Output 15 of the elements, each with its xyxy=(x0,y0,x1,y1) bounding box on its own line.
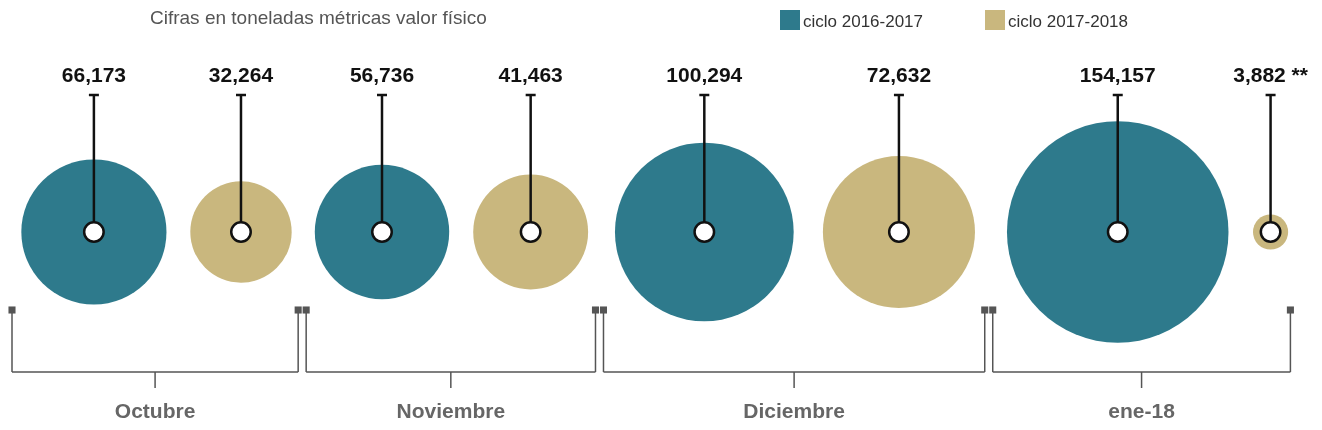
category-label: Noviembre xyxy=(396,399,506,422)
text: Cifras en toneladas métricas valor físico xyxy=(150,7,487,28)
data-label: 3,882 ** xyxy=(1233,63,1309,86)
data-label: 72,632 xyxy=(866,63,932,86)
category-label: Diciembre xyxy=(743,399,845,422)
data-label: 100,294 xyxy=(666,63,743,86)
category-label: ene-18 xyxy=(1108,399,1176,422)
data-label: 154,157 xyxy=(1079,63,1156,86)
legend-label: ciclo 2016-2017 xyxy=(803,12,924,31)
data-label: 32,264 xyxy=(208,63,274,86)
data-label: 56,736 xyxy=(349,63,415,86)
legend-label: ciclo 2017-2018 xyxy=(1008,12,1129,31)
data-label: 41,463 xyxy=(498,63,563,86)
category-label: Octubre xyxy=(114,399,196,422)
data-label: 66,173 xyxy=(61,63,127,86)
